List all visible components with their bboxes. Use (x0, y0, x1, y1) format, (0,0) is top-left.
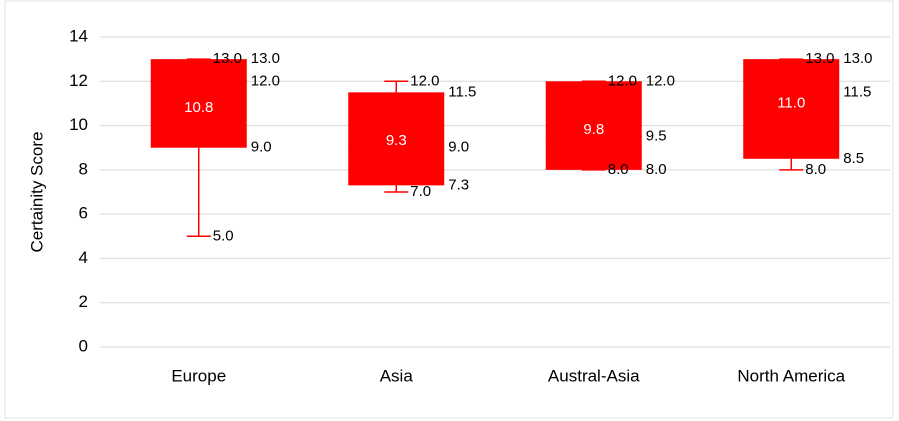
chart-frame (4, 0, 894, 419)
data-label: 8.0 (608, 161, 629, 178)
box (545, 81, 642, 170)
data-label: 7.0 (410, 183, 431, 200)
y-tick-label: 8 (79, 159, 88, 178)
data-label: 13.0 (251, 50, 280, 67)
box (150, 59, 247, 148)
y-tick-label: 14 (69, 26, 88, 45)
data-label: 11.5 (843, 83, 871, 100)
mean-label: 10.8 (184, 99, 213, 116)
x-tick-label: Europe (171, 366, 226, 385)
mean-label: 11.0 (777, 94, 805, 111)
x-tick-label: North America (737, 366, 845, 385)
data-label: 8.5 (843, 150, 864, 167)
data-label: 11.5 (448, 83, 476, 100)
data-label: 9.5 (646, 128, 667, 145)
mean-label: 9.3 (386, 132, 407, 149)
y-tick-label: 4 (79, 248, 88, 267)
data-label: 9.0 (448, 139, 469, 156)
y-tick-label: 10 (69, 115, 88, 134)
data-label: 8.0 (646, 161, 667, 178)
x-tick-label: Austral-Asia (548, 366, 640, 385)
data-label: 12.0 (251, 72, 280, 89)
box (348, 92, 445, 186)
x-tick-label: Asia (380, 366, 414, 385)
data-label: 12.0 (410, 72, 439, 89)
data-label: 13.0 (843, 50, 872, 67)
data-label: 7.3 (448, 176, 469, 193)
y-tick-label: 2 (79, 292, 88, 311)
data-label: 9.0 (251, 139, 272, 156)
y-tick-label: 6 (79, 204, 88, 223)
y-axis-label: Certainity Score (27, 132, 46, 253)
data-label: 12.0 (646, 72, 675, 89)
data-label: 13.0 (805, 50, 834, 67)
y-tick-label: 12 (69, 71, 88, 90)
box (743, 59, 840, 159)
y-tick-label: 0 (79, 336, 88, 355)
data-label: 13.0 (213, 50, 242, 67)
data-label: 5.0 (213, 227, 234, 244)
data-label: 8.0 (805, 161, 826, 178)
data-label: 12.0 (608, 72, 637, 89)
mean-label: 9.8 (583, 121, 604, 138)
